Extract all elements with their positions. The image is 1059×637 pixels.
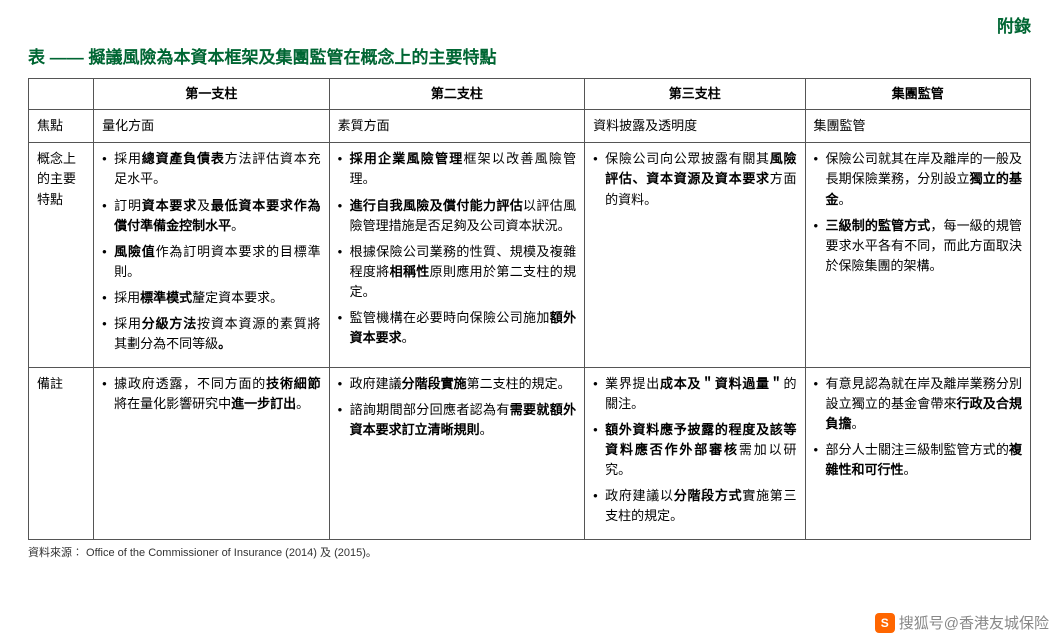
list-item: 採用企業風險管理框架以改善風險管理。: [338, 149, 577, 189]
list-item: 採用分級方法按資本資源的素質將其劃分為不同等級。: [102, 314, 320, 354]
sohu-icon: S: [875, 613, 895, 633]
list-item: 根據保險公司業務的性質、規模及複雜程度將相稱性原則應用於第二支柱的規定。: [338, 242, 577, 302]
header-pillar3: 第三支柱: [585, 79, 805, 110]
notes-c1: 據政府透露，不同方面的技術細節將在量化影響研究中進一步訂出。: [94, 367, 329, 539]
focus-c4: 集團監管: [805, 110, 1030, 143]
header-blank: [29, 79, 94, 110]
header-group: 集團監管: [805, 79, 1030, 110]
concept-c4: 保險公司就其在岸及離岸的一般及長期保險業務，分別設立獨立的基金。三級制的監管方式…: [805, 143, 1030, 367]
concept-row: 概念上的主要特點 採用總資產負債表方法評估資本充足水平。訂明資本要求及最低資本要…: [29, 143, 1031, 367]
list-item: 訂明資本要求及最低資本要求作為償付準備金控制水平。: [102, 196, 320, 236]
focus-c1: 量化方面: [94, 110, 329, 143]
notes-c2: 政府建議分階段實施第二支柱的規定。諮詢期間部分回應者認為有需要就額外資本要求訂立…: [329, 367, 585, 539]
watermark: S 搜狐号@香港友城保险: [875, 612, 1049, 633]
header-pillar2: 第二支柱: [329, 79, 585, 110]
list-item: 保險公司就其在岸及離岸的一般及長期保險業務，分別設立獨立的基金。: [814, 149, 1022, 209]
list-item: 有意見認為就在岸及離岸業務分別設立獨立的基金會帶來行政及合規負擔。: [814, 374, 1022, 434]
list-item: 三級制的監管方式，每一級的規管要求水平各有不同，而此方面取決於保險集團的架構。: [814, 216, 1022, 276]
header-row: 第一支柱 第二支柱 第三支柱 集團監管: [29, 79, 1031, 110]
list-item: 額外資料應予披露的程度及該等資料應否作外部審核需加以研究。: [593, 420, 796, 480]
notes-c4: 有意見認為就在岸及離岸業務分別設立獨立的基金會帶來行政及合規負擔。部分人士關注三…: [805, 367, 1030, 539]
focus-label: 焦點: [29, 110, 94, 143]
list-item: 業界提出成本及＂資料過量＂的關注。: [593, 374, 796, 414]
focus-c3: 資料披露及透明度: [585, 110, 805, 143]
list-item: 部分人士關注三級制監管方式的複雜性和可行性。: [814, 440, 1022, 480]
list-item: 採用標準模式釐定資本要求。: [102, 288, 320, 308]
source-line: 資料來源︰ Office of the Commissioner of Insu…: [28, 544, 1031, 560]
focus-row: 焦點 量化方面 素質方面 資料披露及透明度 集團監管: [29, 110, 1031, 143]
watermark-text: 搜狐号@香港友城保险: [899, 612, 1049, 633]
notes-label: 備註: [29, 367, 94, 539]
notes-row: 備註 據政府透露，不同方面的技術細節將在量化影響研究中進一步訂出。 政府建議分階…: [29, 367, 1031, 539]
list-item: 諮詢期間部分回應者認為有需要就額外資本要求訂立清晰規則。: [338, 400, 577, 440]
appendix-label: 附錄: [28, 12, 1031, 37]
concept-c2: 採用企業風險管理框架以改善風險管理。進行自我風險及償付能力評估以評估風險管理措施…: [329, 143, 585, 367]
list-item: 政府建議以分階段方式實施第三支柱的規定。: [593, 486, 796, 526]
main-table: 第一支柱 第二支柱 第三支柱 集團監管 焦點 量化方面 素質方面 資料披露及透明…: [28, 78, 1031, 540]
notes-c3: 業界提出成本及＂資料過量＂的關注。額外資料應予披露的程度及該等資料應否作外部審核…: [585, 367, 805, 539]
list-item: 據政府透露，不同方面的技術細節將在量化影響研究中進一步訂出。: [102, 374, 320, 414]
list-item: 監管機構在必要時向保險公司施加額外資本要求。: [338, 308, 577, 348]
concept-c3: 保險公司向公眾披露有關其風險評估、資本資源及資本要求方面的資料。: [585, 143, 805, 367]
list-item: 進行自我風險及償付能力評估以評估風險管理措施是否足夠及公司資本狀況。: [338, 196, 577, 236]
list-item: 採用總資產負債表方法評估資本充足水平。: [102, 149, 320, 189]
focus-c2: 素質方面: [329, 110, 585, 143]
list-item: 保險公司向公眾披露有關其風險評估、資本資源及資本要求方面的資料。: [593, 149, 796, 209]
concept-c1: 採用總資產負債表方法評估資本充足水平。訂明資本要求及最低資本要求作為償付準備金控…: [94, 143, 329, 367]
table-title: 表 —— 擬議風險為本資本框架及集團監管在概念上的主要特點: [28, 43, 1031, 68]
list-item: 政府建議分階段實施第二支柱的規定。: [338, 374, 577, 394]
header-pillar1: 第一支柱: [94, 79, 329, 110]
concept-label: 概念上的主要特點: [29, 143, 94, 367]
list-item: 風險值作為訂明資本要求的目標準則。: [102, 242, 320, 282]
